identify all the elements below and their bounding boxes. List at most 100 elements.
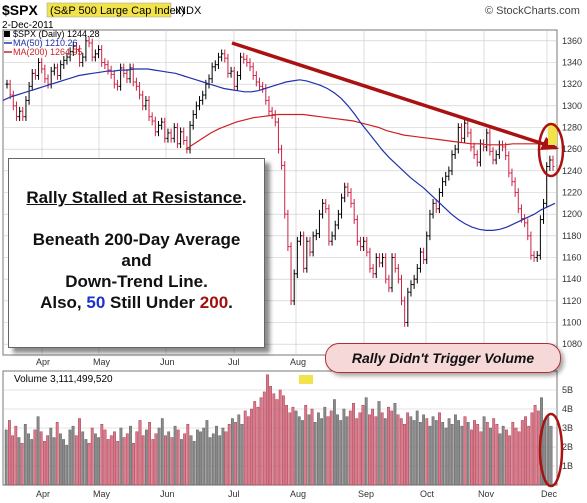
volume-bar: [192, 441, 196, 486]
volume-bar: [489, 427, 492, 486]
volume-bar: [310, 408, 314, 486]
volume-bar: [179, 439, 183, 486]
volume-bar: [419, 422, 422, 486]
volume-bar: [189, 435, 193, 486]
volume-callout: Rally Didn't Trigger Volume: [325, 343, 561, 373]
legend-ma50: MA(50) 1210.26: [13, 38, 78, 48]
volume-bar: [119, 427, 123, 486]
volume-bar: [403, 424, 406, 486]
volume-bar: [406, 412, 409, 486]
volume-bar: [186, 424, 190, 486]
volume-bar: [297, 416, 301, 486]
legend-swatch-price: [4, 31, 10, 37]
volume-bar: [221, 427, 225, 486]
volume-bar: [454, 414, 457, 486]
volume-bar: [492, 418, 496, 486]
volume-bar: [36, 416, 40, 486]
volume-tick-label: 3B: [562, 423, 573, 433]
volume-bar: [74, 435, 78, 486]
volume-bar: [409, 416, 413, 486]
callout-title: Rally Stalled at Resistance.: [26, 188, 247, 207]
volume-bar: [160, 418, 164, 486]
callout-line-50-200: Also, 50 Still Under 200.: [40, 293, 233, 312]
volume-bar: [463, 416, 467, 486]
volume-spike-highlight: [299, 375, 313, 384]
title-detail: (S&P 500 Large Cap Index): [50, 5, 185, 17]
volume-bar: [345, 416, 349, 486]
volume-bar: [93, 433, 97, 486]
volume-bar: [17, 437, 21, 486]
down-trend-line: [231, 41, 557, 150]
volume-bar: [234, 422, 237, 486]
volume-bar: [549, 425, 553, 486]
volume-tick-labels: 1B 2B 3B 4B 5B: [562, 385, 573, 471]
month-label: Apr: [36, 489, 50, 499]
volume-bar: [415, 410, 419, 486]
volume-bar: [230, 418, 234, 486]
volume-bar: [138, 420, 142, 486]
source-label: © StockCharts.com: [485, 5, 580, 17]
volume-tick-label: 1B: [562, 461, 573, 471]
volume-bar: [262, 391, 266, 486]
volume-bar: [183, 433, 186, 486]
volume-bar: [447, 418, 451, 486]
volume-bar: [148, 422, 151, 486]
price-tick-label: 1200: [562, 209, 582, 219]
volume-bar: [269, 386, 272, 486]
volume-bar: [358, 412, 362, 486]
volume-bar: [291, 406, 295, 486]
volume-bar: [533, 405, 537, 486]
volume-label: Volume 3,111,499,520: [14, 374, 113, 385]
callout-line-and: and: [121, 251, 152, 270]
volume-bar: [90, 427, 94, 486]
volume-bar: [125, 433, 129, 486]
volume-bar: [352, 403, 355, 486]
volume-bar: [227, 424, 231, 486]
volume-bar: [78, 418, 81, 486]
price-tick-label: 1280: [562, 123, 582, 133]
volume-bar: [339, 420, 343, 486]
month-label: Apr: [36, 357, 50, 367]
volume-tick-label: 2B: [562, 442, 573, 452]
chart-date: 2-Dec-2011: [2, 20, 54, 31]
volume-bar: [224, 431, 228, 486]
volume-bar: [141, 435, 145, 486]
volume-bar: [253, 401, 257, 486]
volume-bar: [259, 397, 263, 486]
volume-bar: [348, 410, 352, 486]
exchange-label: INDX: [175, 5, 202, 17]
price-tick-label: 1080: [562, 339, 582, 349]
volume-bar: [364, 397, 368, 486]
volume-bar: [106, 439, 110, 486]
volume-bar: [195, 429, 199, 486]
volume-bar: [49, 427, 53, 486]
price-bars: [5, 36, 555, 327]
volume-bar: [103, 429, 107, 486]
volume-bar: [202, 427, 206, 486]
last-bar-highlight: [548, 123, 557, 145]
volume-bar: [517, 431, 521, 486]
month-label: Aug: [290, 357, 306, 367]
price-tick-label: 1340: [562, 58, 582, 68]
volume-bar: [243, 410, 247, 486]
volume-bar: [377, 401, 381, 486]
price-tick-label: 1220: [562, 188, 582, 198]
volume-bar: [374, 416, 378, 486]
volume-bar: [422, 414, 425, 486]
volume-bar: [129, 425, 132, 486]
chart-title: $SPX: [2, 2, 38, 18]
volume-bar: [144, 429, 148, 486]
month-label: Sep: [358, 489, 374, 499]
volume-bar: [246, 416, 250, 486]
volume-bar: [272, 393, 276, 486]
volume-bar: [438, 412, 441, 486]
volume-bar: [164, 435, 167, 486]
volume-bar: [14, 425, 18, 486]
month-label: May: [93, 489, 111, 499]
volume-bar: [431, 416, 435, 486]
volume-month-labels: Apr May Jun Jul Aug Sep Oct Nov Dec: [36, 489, 558, 499]
volume-bar: [11, 435, 14, 486]
analysis-callout: Rally Stalled at Resistance. Beneath 200…: [8, 158, 265, 348]
volume-bar: [307, 414, 311, 486]
month-label: Oct: [420, 489, 435, 499]
